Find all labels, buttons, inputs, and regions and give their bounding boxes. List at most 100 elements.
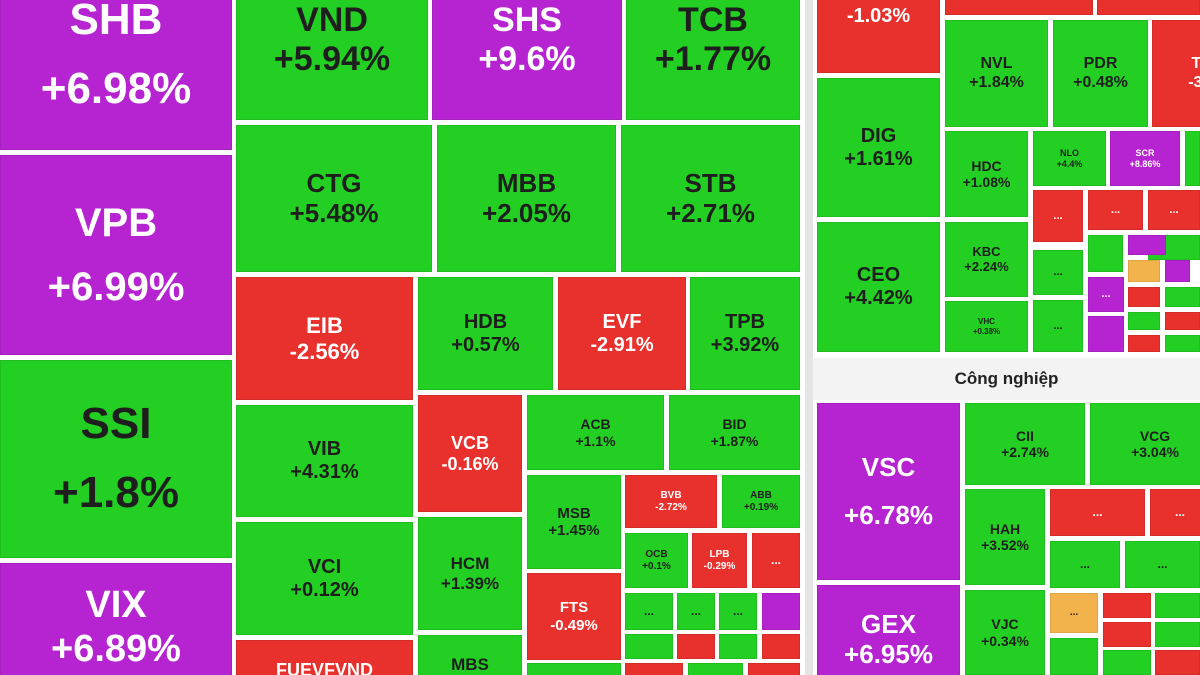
change-percent: +6.95% <box>844 639 933 669</box>
stock-tile[interactable]: EVF -2.91% <box>558 277 686 390</box>
change-percent: +1.84% <box>969 73 1024 91</box>
stock-tile[interactable]: SCR +8.86% <box>1110 131 1180 186</box>
stock-tile[interactable]: HAH +3.52% <box>965 489 1045 585</box>
ticker: STB <box>684 167 737 198</box>
ticker: FTS <box>559 599 589 617</box>
stock-tile[interactable]: ACB +1.1% <box>527 395 664 470</box>
ticker: HDC <box>971 157 1002 174</box>
stock-tile[interactable]: GEX +6.95% <box>817 585 960 675</box>
stock-tile[interactable]: ... <box>1033 190 1083 242</box>
stock-tile[interactable]: VIX +6.89% <box>0 563 232 675</box>
stock-tile[interactable]: HCM +1.39% <box>418 517 522 630</box>
stock-tile[interactable]: ... <box>752 533 800 588</box>
stock-tile[interactable]: SHB +6.98% <box>0 0 232 150</box>
stock-tile[interactable]: ... <box>1088 277 1124 312</box>
ticker: HCM <box>450 553 490 573</box>
stock-tile[interactable]: DIG +1.61% <box>817 78 940 217</box>
change-percent: +1.08% <box>962 174 1011 190</box>
stock-tile[interactable]: ... <box>1050 541 1120 588</box>
stock-tile[interactable]: MSB +1.45% <box>527 475 621 569</box>
stock-tile[interactable]: CTG +5.48% <box>236 125 432 272</box>
stock-tile[interactable]: ... <box>1050 593 1098 633</box>
stock-tile[interactable]: ... <box>719 593 757 630</box>
change-percent: +8.86% <box>1129 158 1161 169</box>
ticker: EVF <box>602 310 642 333</box>
stock-tile[interactable]: HDC +1.08% <box>945 131 1028 217</box>
stock-tile[interactable]: HDB +0.57% <box>418 277 553 390</box>
ticker: TPB <box>725 310 765 333</box>
stock-tile[interactable]: STB +2.71% <box>621 125 800 272</box>
stock-tile[interactable]: MBS <box>418 635 522 675</box>
mini-tile <box>625 663 683 675</box>
stock-tile[interactable]: -1.03% <box>817 0 940 73</box>
mini-tile <box>1128 335 1160 352</box>
ticker: ... <box>1069 607 1079 619</box>
stock-tile[interactable]: VPB +6.99% <box>0 155 232 355</box>
change-percent: +4.31% <box>290 461 359 483</box>
ticker: VIX <box>85 584 147 627</box>
stock-tile[interactable]: SSI +1.8% <box>0 360 232 558</box>
mini-tile <box>719 634 757 659</box>
stock-tile[interactable]: BVB -2.72% <box>625 475 717 528</box>
change-percent: -1.03% <box>846 5 911 27</box>
stock-tile[interactable]: EIB -2.56% <box>236 277 413 400</box>
mini-tile <box>625 634 673 659</box>
stock-tile[interactable]: VIB +4.31% <box>236 405 413 517</box>
stock-tile[interactable]: ... <box>1150 489 1200 536</box>
stock-tile[interactable]: ... <box>1088 190 1143 230</box>
change-percent: +0.1% <box>642 560 671 572</box>
mini-tile <box>762 634 800 659</box>
stock-tile[interactable]: CEO +4.42% <box>817 222 940 352</box>
stock-tile[interactable]: FUEVFVND <box>236 640 413 675</box>
ticker: ... <box>1101 288 1111 301</box>
stock-tile[interactable]: TC-3.2 <box>1152 20 1200 127</box>
ticker: BID <box>722 416 747 433</box>
stock-tile[interactable]: OCB +0.1% <box>625 533 688 588</box>
stock-tile[interactable]: VCI +0.12% <box>236 522 413 635</box>
stock-tile[interactable]: PDR +0.48% <box>1053 20 1148 127</box>
change-percent: +1.45% <box>548 522 600 539</box>
change-percent: -2.56% <box>289 338 360 364</box>
change-percent: +1.39% <box>440 573 500 593</box>
stock-tile[interactable]: VJC +0.34% <box>965 590 1045 675</box>
stock-tile[interactable]: KBC +2.24% <box>945 222 1028 297</box>
stock-tile[interactable]: TCB +1.77% <box>626 0 800 120</box>
stock-tile[interactable]: ... <box>625 593 673 630</box>
stock-tile[interactable]: BID +1.87% <box>669 395 800 470</box>
stock-tile[interactable]: VCG +3.04% <box>1090 403 1200 485</box>
mini-tile <box>945 0 1093 15</box>
stock-tile[interactable]: VHC +0.38% <box>945 301 1028 352</box>
ticker: VJC <box>991 616 1019 633</box>
stock-tile[interactable]: FTS -0.49% <box>527 573 621 660</box>
mini-tile <box>748 663 800 675</box>
stock-tile[interactable]: ... <box>1148 190 1200 230</box>
change-percent: +2.71% <box>666 197 755 228</box>
stock-tile[interactable]: CII +2.74% <box>965 403 1085 485</box>
stock-tile[interactable]: ... <box>1033 250 1083 295</box>
stock-tile[interactable]: ... <box>1050 489 1145 536</box>
ticker: VCI <box>307 555 342 578</box>
stock-tile[interactable]: VND +5.94% <box>236 0 428 120</box>
mini-tile <box>1128 312 1160 330</box>
stock-tile[interactable]: ... <box>1125 541 1200 588</box>
ticker: HDB <box>463 310 508 333</box>
stock-tile[interactable]: ... <box>1033 300 1083 352</box>
mini-tile <box>1103 593 1151 618</box>
ticker: MBB <box>496 167 557 198</box>
stock-tile[interactable]: MBB +2.05% <box>437 125 616 272</box>
stock-tile[interactable]: LPB -0.29% <box>692 533 747 588</box>
stock-tile[interactable]: NLO +4.4% <box>1033 131 1106 186</box>
stock-tile[interactable]: ABB +0.19% <box>722 475 800 528</box>
ticker: ... <box>770 552 781 567</box>
stock-tile[interactable]: SHS +9.6% <box>432 0 622 120</box>
stock-tile[interactable]: TPB +3.92% <box>690 277 800 390</box>
ticker: CEO <box>856 264 901 286</box>
mini-tile <box>1103 622 1151 647</box>
ticker: VPB <box>74 201 158 245</box>
stock-tile[interactable]: VSC +6.78% <box>817 403 960 580</box>
stock-tile[interactable]: VCB -0.16% <box>418 395 522 512</box>
stock-tile[interactable]: NVL +1.84% <box>945 20 1048 127</box>
change-percent: +2.74% <box>1001 444 1049 460</box>
ticker: TCB <box>678 0 748 39</box>
stock-tile[interactable]: ... <box>677 593 715 630</box>
